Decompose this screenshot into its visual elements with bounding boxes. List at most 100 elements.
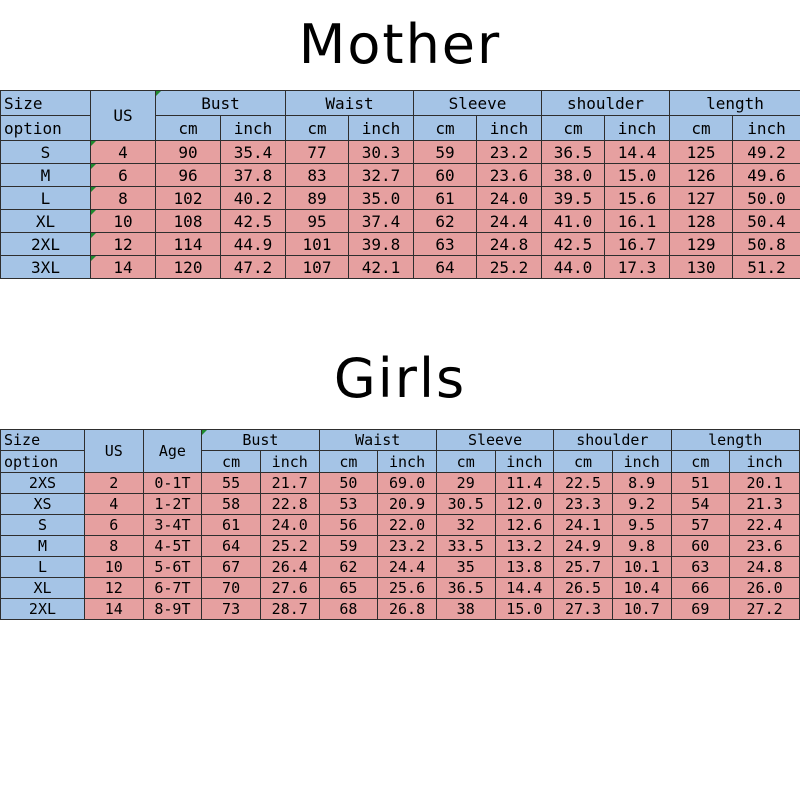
- table-cell: 35.4: [220, 140, 286, 164]
- table-cell: 26.8: [377, 598, 437, 620]
- option-header: option: [0, 115, 91, 141]
- size-label-cell: M: [0, 535, 85, 557]
- unit-cm: cm: [669, 115, 734, 141]
- option-header: option: [0, 450, 85, 473]
- table-cell: 15.6: [604, 186, 671, 210]
- table-cell: 24.0: [476, 186, 543, 210]
- table-cell: 37.4: [347, 209, 415, 233]
- table-cell: 70: [201, 577, 261, 599]
- table-cell: 14.4: [494, 577, 555, 599]
- table-cell: 49.6: [732, 163, 800, 187]
- unit-inch: inch: [347, 115, 415, 141]
- table-cell: 2: [83, 472, 144, 494]
- waist-header: Waist: [284, 90, 415, 116]
- table-cell: 130: [669, 255, 734, 279]
- girls-title: Girls: [333, 347, 467, 410]
- unit-cm: cm: [553, 450, 613, 473]
- table-cell: 60: [413, 163, 478, 187]
- table-cell: 25.6: [377, 577, 437, 599]
- size-header: Size: [0, 429, 85, 451]
- table-row: 2XL 14 8-9T 73 28.7 68 26.8 38 15.0 27.3 10.7 69 27.…: [0, 598, 800, 620]
- table-cell: 108: [155, 209, 221, 233]
- table-cell: 23.2: [377, 535, 437, 557]
- table-cell: 37.8: [220, 163, 286, 187]
- table-cell: 101: [285, 232, 349, 256]
- table-cell: 22.0: [377, 514, 437, 536]
- table-cell: 16.1: [604, 209, 671, 233]
- table-cell: 27.6: [259, 577, 320, 599]
- size-label-cell: 2XS: [0, 472, 85, 494]
- table-cell: 25.7: [553, 556, 613, 578]
- table-cell: 1-2T: [142, 493, 203, 515]
- unit-inch: inch: [476, 115, 543, 141]
- unit-inch: inch: [494, 450, 555, 473]
- table-cell: 69: [670, 598, 731, 620]
- table-cell: 30.3: [347, 140, 415, 164]
- table-cell: 50: [318, 472, 379, 494]
- unit-cm: cm: [201, 450, 261, 473]
- table-cell: 57: [670, 514, 731, 536]
- table-cell: 28.7: [259, 598, 320, 620]
- table-cell: 120: [155, 255, 221, 279]
- table-cell: 102: [155, 186, 221, 210]
- table-cell: 6-7T: [142, 577, 203, 599]
- table-cell: 5-6T: [142, 556, 203, 578]
- unit-inch: inch: [732, 115, 800, 141]
- table-row: S 4 90 35.4 77 30.3 59 23.2 36.5 14.4 125 49.2: [0, 140, 800, 164]
- table-cell: 24.1: [553, 514, 613, 536]
- sleeve-header: Sleeve: [413, 90, 543, 116]
- table-cell: 26.0: [729, 577, 800, 599]
- unit-header-row: option cm inch cm inch cm inch cm inch c…: [0, 450, 800, 473]
- table-cell: 23.6: [729, 535, 800, 557]
- table-cell: 4: [83, 493, 144, 515]
- table-cell: 61: [201, 514, 261, 536]
- table-cell: 24.9: [553, 535, 613, 557]
- table-row: S 6 3-4T 61 24.0 56 22.0 32 12.6 24.1 9.5 57 22.4: [0, 514, 800, 536]
- table-cell: 83: [285, 163, 349, 187]
- table-cell: 6: [90, 163, 156, 187]
- unit-inch: inch: [604, 115, 671, 141]
- size-label-cell: XS: [0, 493, 85, 515]
- table-cell: 24.0: [259, 514, 320, 536]
- table-cell: 64: [413, 255, 478, 279]
- table-cell: 126: [669, 163, 734, 187]
- unit-cm: cm: [670, 450, 731, 473]
- table-cell: 67: [201, 556, 261, 578]
- table-cell: 13.2: [494, 535, 555, 557]
- table-cell: 127: [669, 186, 734, 210]
- table-cell: 55: [201, 472, 261, 494]
- table-row: XS 4 1-2T 58 22.8 53 20.9 30.5 12.0 23.3 9.2 54 21.3: [0, 493, 800, 515]
- size-label-cell: M: [0, 163, 91, 187]
- size-label-cell: 3XL: [0, 255, 91, 279]
- table-cell: 59: [413, 140, 478, 164]
- table-cell: 58: [201, 493, 261, 515]
- length-header: length: [669, 90, 800, 116]
- table-cell: 32.7: [347, 163, 415, 187]
- size-label-cell: L: [0, 186, 91, 210]
- table-cell: 12.0: [494, 493, 555, 515]
- table-cell: 3-4T: [142, 514, 203, 536]
- table-cell: 128: [669, 209, 734, 233]
- table-cell: 9.2: [611, 493, 672, 515]
- table-cell: 39.5: [541, 186, 606, 210]
- table-cell: 50.4: [732, 209, 800, 233]
- table-cell: 42.5: [541, 232, 606, 256]
- table-cell: 23.3: [553, 493, 613, 515]
- age-header: Age: [142, 429, 203, 473]
- table-cell: 25.2: [259, 535, 320, 557]
- table-cell: 24.8: [729, 556, 800, 578]
- unit-inch: inch: [259, 450, 320, 473]
- table-cell: 35.0: [347, 186, 415, 210]
- table-cell: 26.5: [553, 577, 613, 599]
- unit-inch: inch: [611, 450, 672, 473]
- table-cell: 41.0: [541, 209, 606, 233]
- mother-title: Mother: [298, 13, 502, 76]
- sleeve-header: Sleeve: [435, 429, 555, 451]
- unit-header-row: option cm inch cm inch cm inch cm inch c…: [0, 115, 800, 141]
- table-cell: 8-9T: [142, 598, 203, 620]
- table-cell: 65: [318, 577, 379, 599]
- unit-cm: cm: [435, 450, 496, 473]
- table-cell: 24.8: [476, 232, 543, 256]
- table-row: L 8 102 40.2 89 35.0 61 24.0 39.5 15.6 127 50.0: [0, 186, 800, 210]
- table-cell: 8: [83, 535, 144, 557]
